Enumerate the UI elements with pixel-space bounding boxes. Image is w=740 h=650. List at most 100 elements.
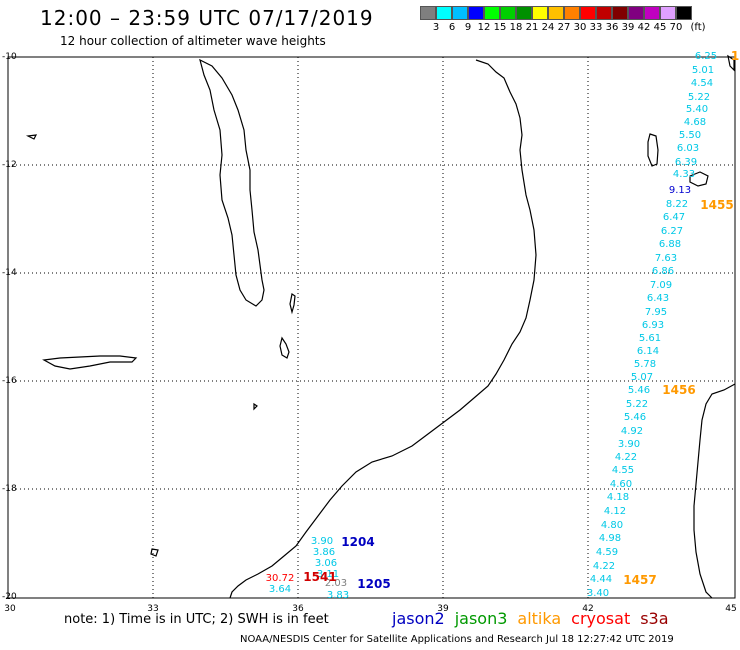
- color-swatch: [516, 6, 532, 20]
- color-swatch: [484, 6, 500, 20]
- small-lake-b: [25, 134, 38, 140]
- legend-item-jason2: jason2: [392, 609, 445, 628]
- swh-value-label: 8.22: [666, 199, 688, 210]
- color-swatch: [500, 6, 516, 20]
- footer-credit: NOAA/NESDIS Center for Satellite Applica…: [240, 634, 674, 645]
- swh-value-label: 5.46: [624, 412, 646, 423]
- legend-item-cryosat: cryosat: [571, 609, 631, 628]
- altimeter-track: 6.255.014.545.225.404.685.506.036.394.33…: [266, 51, 717, 601]
- swh-value-label: 6.14: [637, 346, 659, 357]
- legend-item-jason3: jason3: [454, 609, 508, 628]
- small-lake-d: [150, 548, 159, 557]
- swh-value-label: 5.22: [626, 399, 648, 410]
- swh-value-label: 3.90: [618, 439, 640, 450]
- color-scale-label: 36: [605, 22, 619, 33]
- color-swatch: [676, 6, 692, 20]
- swh-value-label: 6.43: [647, 293, 669, 304]
- footer-note: note: 1) Time is in UTC; 2) SWH is in fe…: [64, 612, 329, 627]
- color-scale-label: 39: [621, 22, 635, 33]
- pass-number-label: 1456: [662, 383, 695, 397]
- swh-value-label: 6.47: [663, 212, 685, 223]
- color-scale-label: 3: [432, 22, 440, 33]
- swh-value-label: 5.78: [634, 359, 656, 370]
- color-swatch: [644, 6, 660, 20]
- swh-value-label: 4.22: [593, 561, 615, 572]
- longitude-label: 30: [4, 604, 16, 614]
- latitude-label: -12: [2, 160, 17, 170]
- color-swatch: [548, 6, 564, 20]
- swh-value-label: 5.40: [686, 104, 708, 115]
- longitude-label: 45: [725, 604, 737, 614]
- color-scale-label: 18: [509, 22, 523, 33]
- swh-value-label: 2.03: [325, 578, 347, 589]
- pass-number-label: 1457: [623, 573, 656, 587]
- swh-value-label: 4.98: [599, 533, 621, 544]
- mayotte: [727, 54, 735, 72]
- longitude-label: 39: [437, 604, 449, 614]
- color-swatch: [532, 6, 548, 20]
- swh-value-label: 9.13: [669, 185, 691, 196]
- color-swatch: [468, 6, 484, 20]
- swh-value-label: 6.27: [661, 226, 683, 237]
- latitude-label: -20: [2, 592, 17, 602]
- swh-value-label: 7.95: [645, 307, 667, 318]
- legend-item-s3a: s3a: [640, 609, 669, 628]
- latitude-label: -18: [2, 484, 17, 494]
- swh-value-label: 5.22: [688, 92, 710, 103]
- color-scale-label: 30: [573, 22, 587, 33]
- map-subtitle: 12 hour collection of altimeter wave hei…: [60, 34, 326, 48]
- latitude-label: -10: [2, 52, 17, 62]
- latitude-label: -14: [2, 268, 17, 278]
- swh-value-label: 3.64: [269, 584, 291, 595]
- madagascar-coastline: [693, 383, 736, 599]
- small-lake-c: [253, 402, 258, 411]
- color-scale-label: 42: [637, 22, 651, 33]
- color-scale-label: 33: [589, 22, 603, 33]
- swh-value-label: 6.39: [675, 157, 697, 168]
- pass-number-label: 1204: [341, 535, 374, 549]
- color-scale-bar: [420, 6, 692, 20]
- color-swatch: [660, 6, 676, 20]
- swh-value-label: 30.72: [266, 573, 295, 584]
- longitude-label: 42: [582, 604, 594, 614]
- swh-value-label: 4.33: [673, 169, 695, 180]
- swh-value-label: 3.11: [317, 569, 339, 580]
- color-swatch: [452, 6, 468, 20]
- swh-value-label: 4.22: [615, 452, 637, 463]
- mozambique-coastline: [229, 59, 537, 599]
- color-scale-label: (ft): [690, 22, 706, 33]
- swh-value-label: 3.86: [313, 547, 335, 558]
- comoros-grande: [647, 133, 659, 167]
- color-swatch: [564, 6, 580, 20]
- map-frame: [7, 56, 736, 599]
- swh-value-label: 7.63: [655, 253, 677, 264]
- swh-value-label: 5.07: [631, 372, 653, 383]
- color-swatch: [436, 6, 452, 20]
- small-lake-a: [289, 293, 296, 315]
- swh-value-label: 6.86: [652, 266, 674, 277]
- swh-value-label: 6.25: [695, 51, 717, 62]
- swh-value-label: 4.60: [610, 479, 632, 490]
- swh-value-label: 4.55: [612, 465, 634, 476]
- color-swatch: [612, 6, 628, 20]
- color-scale-label: 12: [477, 22, 491, 33]
- swh-value-label: 3.83: [327, 590, 349, 601]
- swh-value-label: 3.40: [587, 588, 609, 599]
- color-swatch: [628, 6, 644, 20]
- swh-value-label: 7.09: [650, 280, 672, 291]
- swh-value-label: 4.44: [590, 574, 612, 585]
- swh-value-label: 5.50: [679, 130, 701, 141]
- color-scale-label: 45: [653, 22, 667, 33]
- color-scale-label: 15: [493, 22, 507, 33]
- swh-value-label: 6.88: [659, 239, 681, 250]
- color-scale-label: 70: [669, 22, 683, 33]
- pass-number-label: 1205: [357, 577, 390, 591]
- color-swatch: [596, 6, 612, 20]
- pass-number-label: 1455: [700, 198, 733, 212]
- swh-value-label: 4.54: [691, 78, 713, 89]
- swh-value-label: 4.68: [684, 117, 706, 128]
- satellite-legend: jason2 jason3 altika cryosat s3a: [392, 609, 679, 628]
- pass-number-label: 1: [731, 49, 739, 63]
- lake-malawi: [199, 58, 265, 307]
- pass-number-labels: 1 1455 1456 1457 1204 1205: [341, 49, 739, 591]
